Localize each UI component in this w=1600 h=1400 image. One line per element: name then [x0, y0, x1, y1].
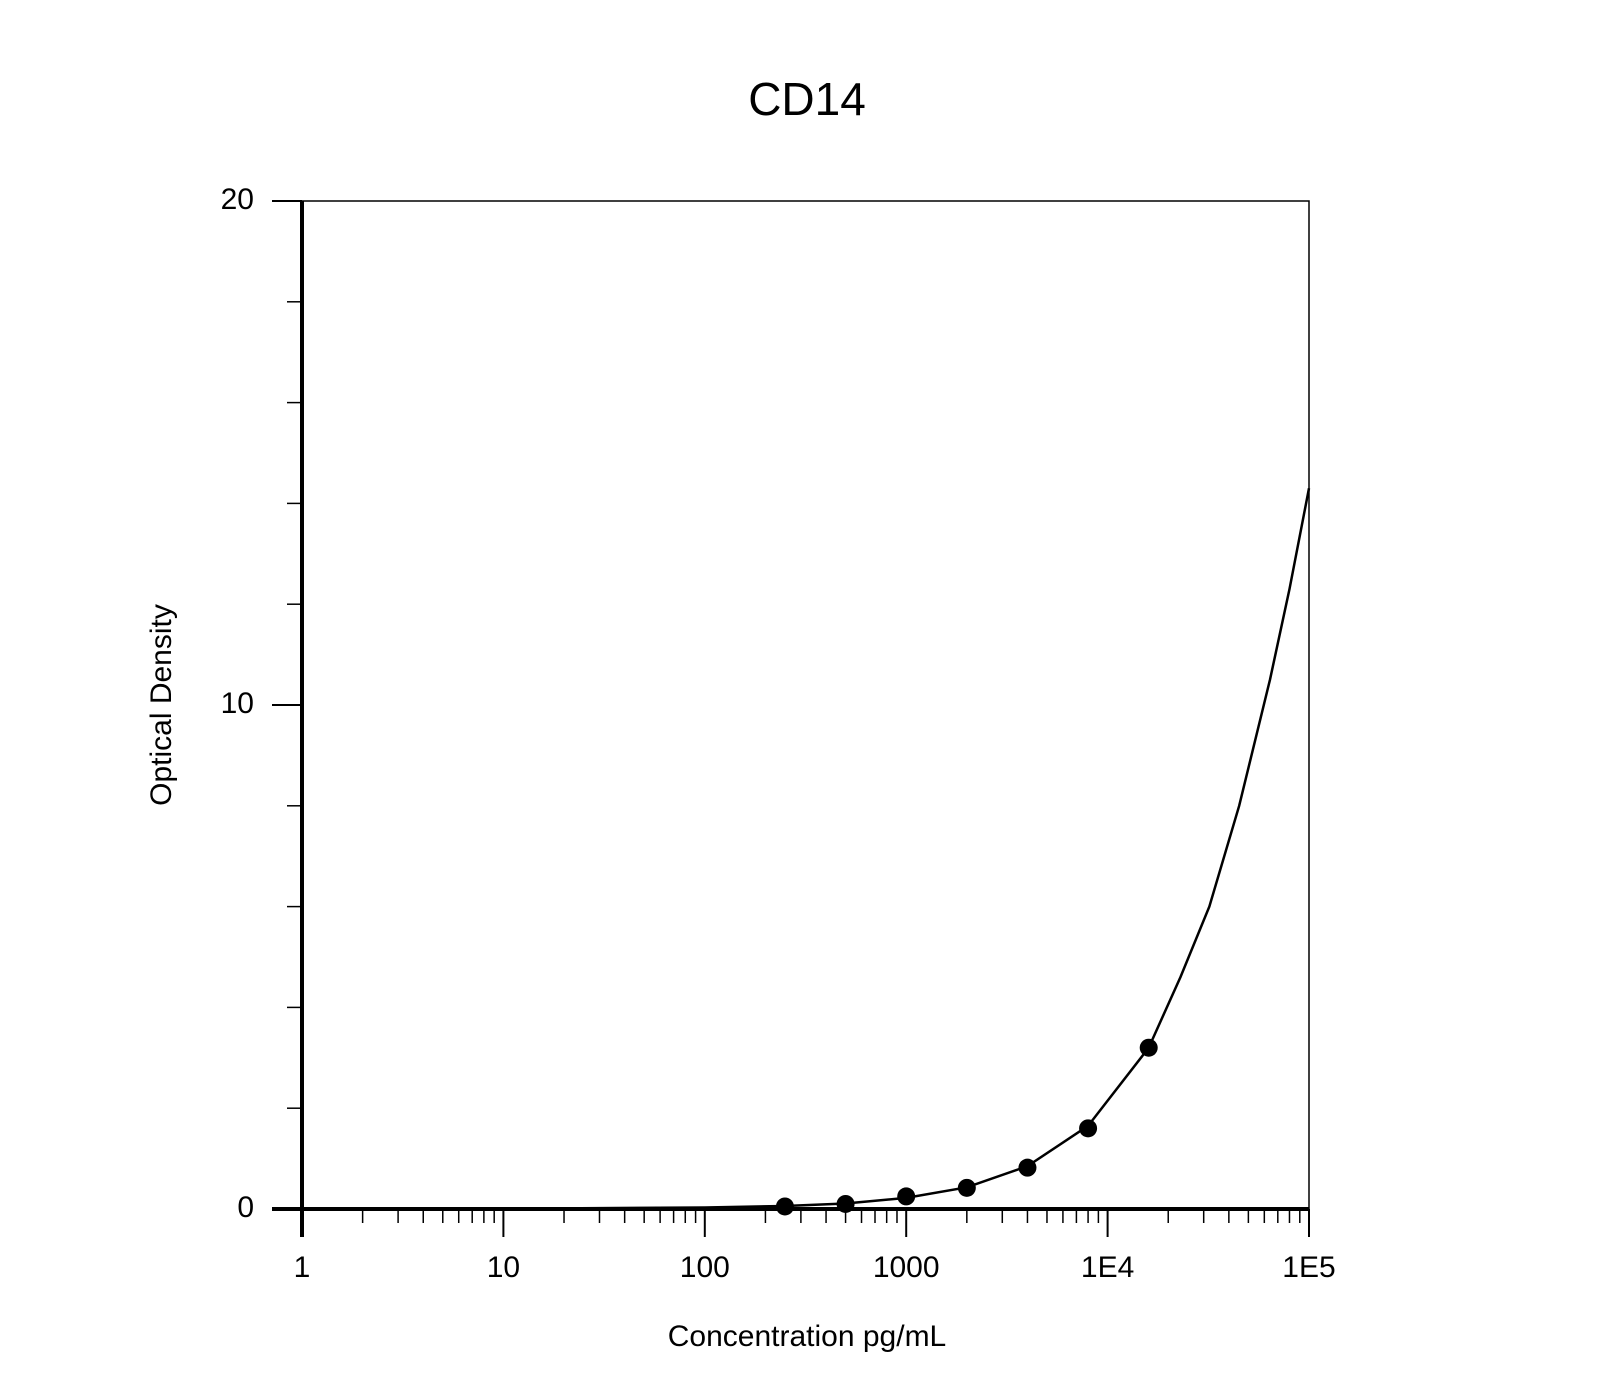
- x-tick-label: 10: [487, 1251, 520, 1284]
- x-tick-label: 1E5: [1282, 1251, 1335, 1284]
- x-tick-label: 1: [294, 1251, 311, 1284]
- y-axis-label: Optical Density: [145, 604, 178, 806]
- y-tick-label: 10: [221, 687, 254, 720]
- x-axis-label: Concentration pg/mL: [668, 1320, 947, 1353]
- y-tick-label: 0: [237, 1191, 254, 1224]
- data-point: [897, 1187, 916, 1206]
- chart-title: CD14: [748, 73, 866, 125]
- y-tick-label: 20: [221, 183, 254, 216]
- x-tick-label: 1000: [873, 1251, 940, 1284]
- fit-curve: [301, 488, 1311, 1211]
- plot-frame: [301, 200, 1310, 1210]
- data-point: [1079, 1119, 1098, 1138]
- x-tick-label: 1E4: [1081, 1251, 1134, 1284]
- x-tick-label: 100: [680, 1251, 730, 1284]
